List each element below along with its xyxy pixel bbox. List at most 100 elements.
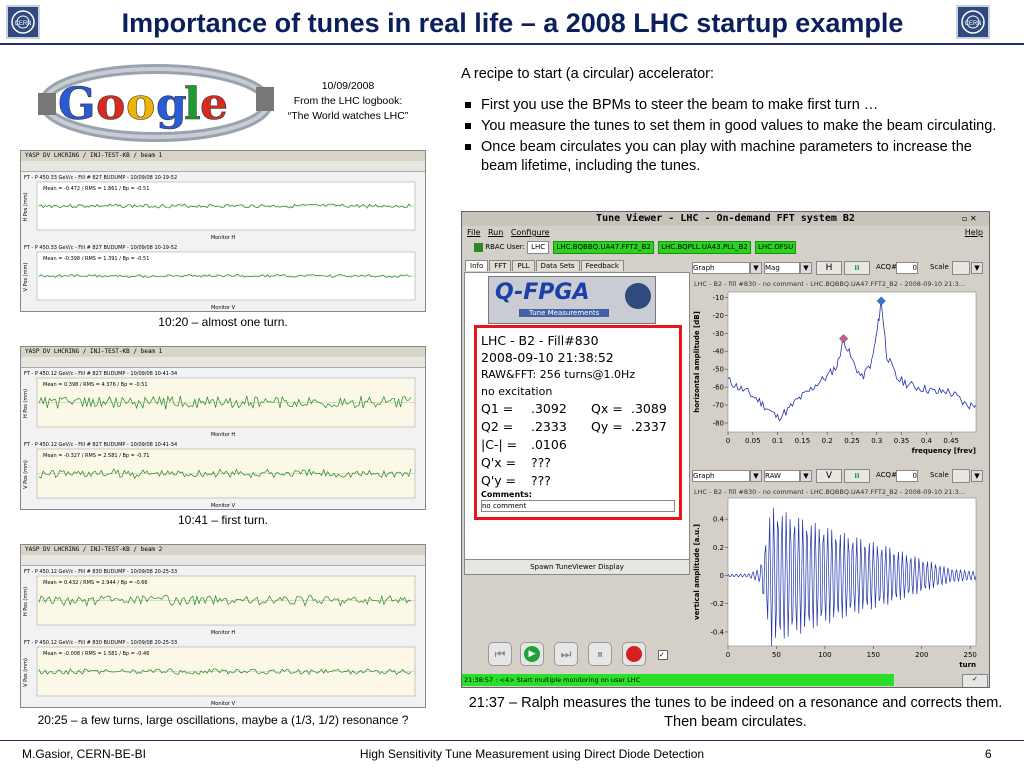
device-tag-ofsu[interactable]: LHC.OFSU	[754, 241, 797, 254]
stop-button[interactable]	[622, 642, 646, 666]
menu-file[interactable]: File	[467, 228, 481, 237]
footer-author: M.Gasior, CERN-BE-BI	[22, 747, 147, 761]
scope-stats: Mean = 0.398 / RMS = 4.376 / Bp = -0.51	[43, 382, 148, 388]
svg-text:g: g	[156, 79, 187, 130]
checkbox[interactable]: ✓	[658, 650, 668, 660]
q1-value: .3092	[531, 401, 567, 416]
chroma-y-row: Q'y = ???	[481, 472, 679, 490]
play-icon: ▶	[524, 646, 540, 662]
time-line: 2008-09-10 21:38:52	[481, 350, 614, 365]
pause-icon[interactable]: II	[844, 469, 870, 483]
play-button[interactable]: ▶	[520, 642, 544, 666]
tab-pll[interactable]: PLL	[512, 260, 535, 271]
y-tick-label: -20	[713, 312, 724, 320]
scope-trace	[38, 203, 412, 209]
forward-button[interactable]: ⏭	[554, 642, 578, 666]
qy-value: .2337	[631, 419, 667, 434]
menu-run[interactable]: Run	[487, 228, 504, 237]
scope-stats: Mean = -0.327 / RMS = 2.581 / Bp = -0.71	[43, 453, 149, 459]
chroma-x-value: ???	[531, 455, 551, 470]
recipe-bullet: You measure the tunes to set them in goo…	[461, 117, 1001, 136]
y-tick-label: -10	[713, 294, 724, 302]
raw-signal-line	[727, 507, 977, 647]
raw-dropdown[interactable]: RAW	[764, 470, 800, 482]
header-divider	[0, 43, 1024, 45]
scope-toolbar	[21, 161, 425, 172]
pause-icon[interactable]: II	[844, 261, 870, 275]
acq-spinner[interactable]: 0	[896, 262, 918, 274]
y-tick-label: 0.4	[713, 516, 725, 524]
x-tick-label: 0.15	[795, 437, 811, 445]
x-tick-label: 150	[867, 651, 880, 659]
x-tick-label: 0.1	[772, 437, 783, 445]
comment-field[interactable]: no comment	[481, 500, 675, 512]
status-bar: 21:38:57 : <4> Start multiple monitoring…	[462, 674, 894, 686]
tune-peak-marker	[876, 296, 886, 306]
scope-ylabel: H Pos (mm)	[23, 192, 29, 221]
scale-icon[interactable]	[952, 469, 970, 483]
cern-logo-left: CERN	[6, 5, 40, 39]
h-plane-button[interactable]: H	[816, 261, 842, 275]
chevron-down-icon[interactable]: ▼	[971, 262, 983, 274]
scope-xlabel: Monitor V	[211, 503, 236, 509]
scope-stats: Mean = 0.432 / RMS = 2.944 / Bp = -0.66	[43, 580, 148, 586]
v-plane-button[interactable]: V	[816, 469, 842, 483]
graph-dropdown[interactable]: Graph	[692, 262, 750, 274]
scope-stats: Mean = -0.008 / RMS = 1.581 / Bp = -0.46	[43, 651, 149, 657]
x-tick-label: 0.05	[745, 437, 761, 445]
acq-spinner[interactable]: 0	[896, 470, 918, 482]
svg-text:e: e	[200, 79, 228, 130]
scope-ylabel: V Pos (mm)	[23, 460, 29, 489]
spawn-button[interactable]: Spawn TuneViewer Display	[464, 559, 690, 575]
user-select[interactable]: LHC	[527, 241, 550, 254]
scope-trace	[38, 274, 411, 278]
fpga-logo-sub: Tune Measurements	[519, 309, 610, 317]
chevron-down-icon[interactable]: ▼	[971, 470, 983, 482]
rewind-button[interactable]: ⏮	[488, 642, 512, 666]
toolbar: RBAC User: LHC LHC.BQBBQ.UA47.FFT2_B2 LH…	[462, 239, 989, 255]
mag-dropdown[interactable]: Mag	[764, 262, 800, 274]
chevron-down-icon[interactable]: ▼	[750, 262, 762, 274]
chevron-down-icon[interactable]: ▼	[800, 470, 812, 482]
plot-area	[727, 291, 977, 433]
bottom-plot-controls: Graph ▼ RAW ▼ V II ACQ#: 0 Scale ▼	[690, 468, 988, 483]
device-tag-pll[interactable]: LHC.BQPLL.UA43.PLL_B2	[658, 241, 751, 254]
scope-caption-1: 10:20 – almost one turn.	[158, 315, 288, 329]
recipe-intro: A recipe to start (a circular) accelerat…	[461, 66, 715, 82]
raw-x-axis-label: turn	[959, 661, 976, 669]
window-controls[interactable]: ▫ ✕	[962, 214, 977, 223]
pause-button[interactable]: ⏸	[588, 642, 612, 666]
menu-configure[interactable]: Configure	[510, 228, 550, 237]
status-check-icon[interactable]: ✓	[962, 674, 988, 687]
chevron-down-icon[interactable]: ▼	[750, 470, 762, 482]
page-number: 6	[985, 747, 992, 761]
graph-dropdown[interactable]: Graph	[692, 470, 750, 482]
tab-feedback[interactable]: Feedback	[580, 260, 624, 271]
scope-trace	[38, 395, 412, 410]
q2-row: Q2 = .2333 Qy = .2337	[481, 418, 679, 436]
x-tick-label: 0	[726, 651, 730, 659]
scope-titlebar: YASP DV LHCRING / INJ-TEST-KB / beam 1	[21, 151, 425, 161]
device-tag-fft[interactable]: LHC.BQBBQ.UA47.FFT2_B2	[553, 241, 654, 254]
menu-help[interactable]: Help	[964, 228, 983, 237]
coupling-label: |C-| =	[481, 437, 518, 452]
scale-icon[interactable]	[952, 261, 970, 275]
fft-y-axis-label: horizontal amplitude [dB]	[693, 311, 701, 413]
chevron-down-icon[interactable]: ▼	[800, 262, 812, 274]
tab-fft[interactable]: FFT	[489, 260, 512, 271]
scope-pane-header: FT - P 450.12 GeV/c - Fill # 830 BUDUMP …	[24, 640, 177, 646]
raw-turn-plot: 0 50 100 150 200 250 0.4 0.2 0 -0.2 -0.4 turn vertic…	[693, 497, 977, 669]
menu-bar: File Run Configure Help	[462, 226, 989, 239]
scope-xlabel: Monitor V	[211, 305, 236, 311]
tab-data-sets[interactable]: Data Sets	[535, 260, 580, 271]
rewind-icon: ⏮	[494, 646, 506, 661]
rbac-icon[interactable]	[474, 242, 483, 252]
scope-trace	[38, 668, 412, 676]
scale-label: Scale	[930, 263, 949, 271]
chroma-x-row: Q'x = ???	[481, 454, 679, 472]
y-tick-label: -30	[713, 330, 724, 338]
y-tick-label: -50	[713, 366, 724, 374]
scope-xlabel: Monitor H	[211, 432, 236, 438]
tab-info[interactable]: Info	[465, 260, 489, 271]
y-tick-label: -40	[713, 348, 724, 356]
